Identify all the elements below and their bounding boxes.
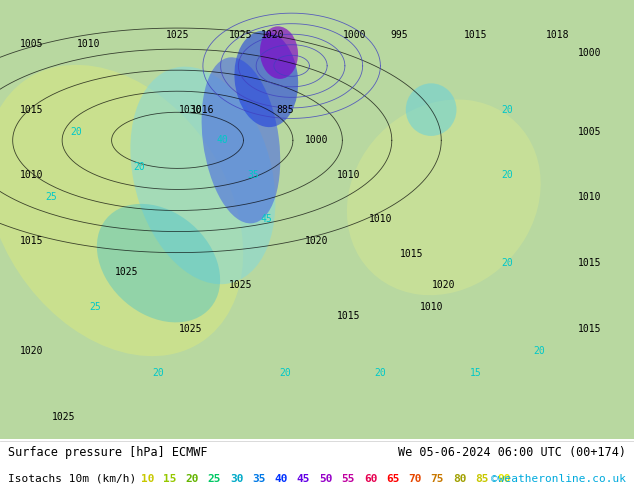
Text: 1015: 1015 — [463, 30, 488, 40]
Text: 1030: 1030 — [178, 105, 202, 115]
Text: 20: 20 — [375, 368, 386, 378]
Text: 1025: 1025 — [165, 30, 190, 40]
Text: 1015: 1015 — [20, 236, 44, 246]
Text: 40: 40 — [216, 135, 228, 146]
Ellipse shape — [235, 31, 298, 127]
Text: 20: 20 — [501, 105, 513, 115]
Text: 1015: 1015 — [578, 324, 602, 334]
Text: 1010: 1010 — [20, 171, 44, 180]
Text: 20: 20 — [134, 162, 145, 172]
Text: 15: 15 — [163, 474, 176, 484]
Text: 1025: 1025 — [115, 267, 139, 277]
Text: 20: 20 — [533, 346, 545, 356]
Ellipse shape — [0, 65, 243, 356]
Text: 1005: 1005 — [578, 126, 602, 137]
Ellipse shape — [202, 57, 280, 223]
Text: ©weatheronline.co.uk: ©weatheronline.co.uk — [491, 474, 626, 484]
Text: 35: 35 — [252, 474, 266, 484]
Text: 1000: 1000 — [305, 135, 329, 146]
Text: 1000: 1000 — [578, 48, 602, 58]
Text: 1015: 1015 — [337, 311, 361, 321]
Text: 1025: 1025 — [229, 280, 253, 290]
Text: 1005: 1005 — [20, 39, 44, 49]
Text: 70: 70 — [408, 474, 422, 484]
Text: 75: 75 — [430, 474, 444, 484]
Text: Surface pressure [hPa] ECMWF: Surface pressure [hPa] ECMWF — [8, 446, 207, 460]
Text: 1020: 1020 — [20, 346, 44, 356]
Text: 1015: 1015 — [578, 258, 602, 268]
Text: 1010: 1010 — [368, 214, 392, 224]
Text: 90: 90 — [498, 474, 511, 484]
Text: 35: 35 — [248, 171, 259, 180]
Text: 30: 30 — [230, 474, 243, 484]
Ellipse shape — [97, 204, 220, 322]
Text: We 05-06-2024 06:00 UTC (00+174): We 05-06-2024 06:00 UTC (00+174) — [398, 446, 626, 460]
Text: 1025: 1025 — [229, 30, 253, 40]
Text: 995: 995 — [391, 30, 408, 40]
Text: 20: 20 — [501, 258, 513, 268]
Text: 1015: 1015 — [20, 105, 44, 115]
Text: 1010: 1010 — [337, 171, 361, 180]
Text: 55: 55 — [342, 474, 355, 484]
Text: 20: 20 — [185, 474, 199, 484]
Text: 10: 10 — [141, 474, 154, 484]
Text: 20: 20 — [280, 368, 291, 378]
Text: 1010: 1010 — [77, 39, 101, 49]
Text: 1016: 1016 — [191, 105, 215, 115]
Text: 50: 50 — [319, 474, 333, 484]
Text: 25: 25 — [208, 474, 221, 484]
Text: 1020: 1020 — [432, 280, 456, 290]
Text: 45: 45 — [261, 214, 272, 224]
Ellipse shape — [347, 99, 541, 295]
Text: 1025: 1025 — [51, 412, 75, 421]
Text: 1015: 1015 — [400, 249, 424, 259]
Text: 1010: 1010 — [419, 302, 443, 312]
Text: 1010: 1010 — [578, 193, 602, 202]
Text: 1020: 1020 — [305, 236, 329, 246]
Ellipse shape — [260, 26, 298, 79]
Text: 885: 885 — [276, 105, 294, 115]
Ellipse shape — [131, 67, 275, 284]
Text: 20: 20 — [153, 368, 164, 378]
Ellipse shape — [406, 83, 456, 136]
Text: 20: 20 — [70, 126, 82, 137]
Text: 85: 85 — [476, 474, 489, 484]
Text: 65: 65 — [386, 474, 399, 484]
Text: 80: 80 — [453, 474, 467, 484]
Text: 25: 25 — [45, 193, 56, 202]
Text: 45: 45 — [297, 474, 311, 484]
Text: 1018: 1018 — [546, 30, 570, 40]
Text: 60: 60 — [364, 474, 377, 484]
Text: 1020: 1020 — [261, 30, 285, 40]
Text: 1025: 1025 — [178, 324, 202, 334]
Text: 15: 15 — [470, 368, 481, 378]
Text: 20: 20 — [501, 171, 513, 180]
Text: 40: 40 — [275, 474, 288, 484]
Text: 1000: 1000 — [343, 30, 367, 40]
Text: Isotachs 10m (km/h): Isotachs 10m (km/h) — [8, 474, 136, 484]
Text: 25: 25 — [89, 302, 101, 312]
